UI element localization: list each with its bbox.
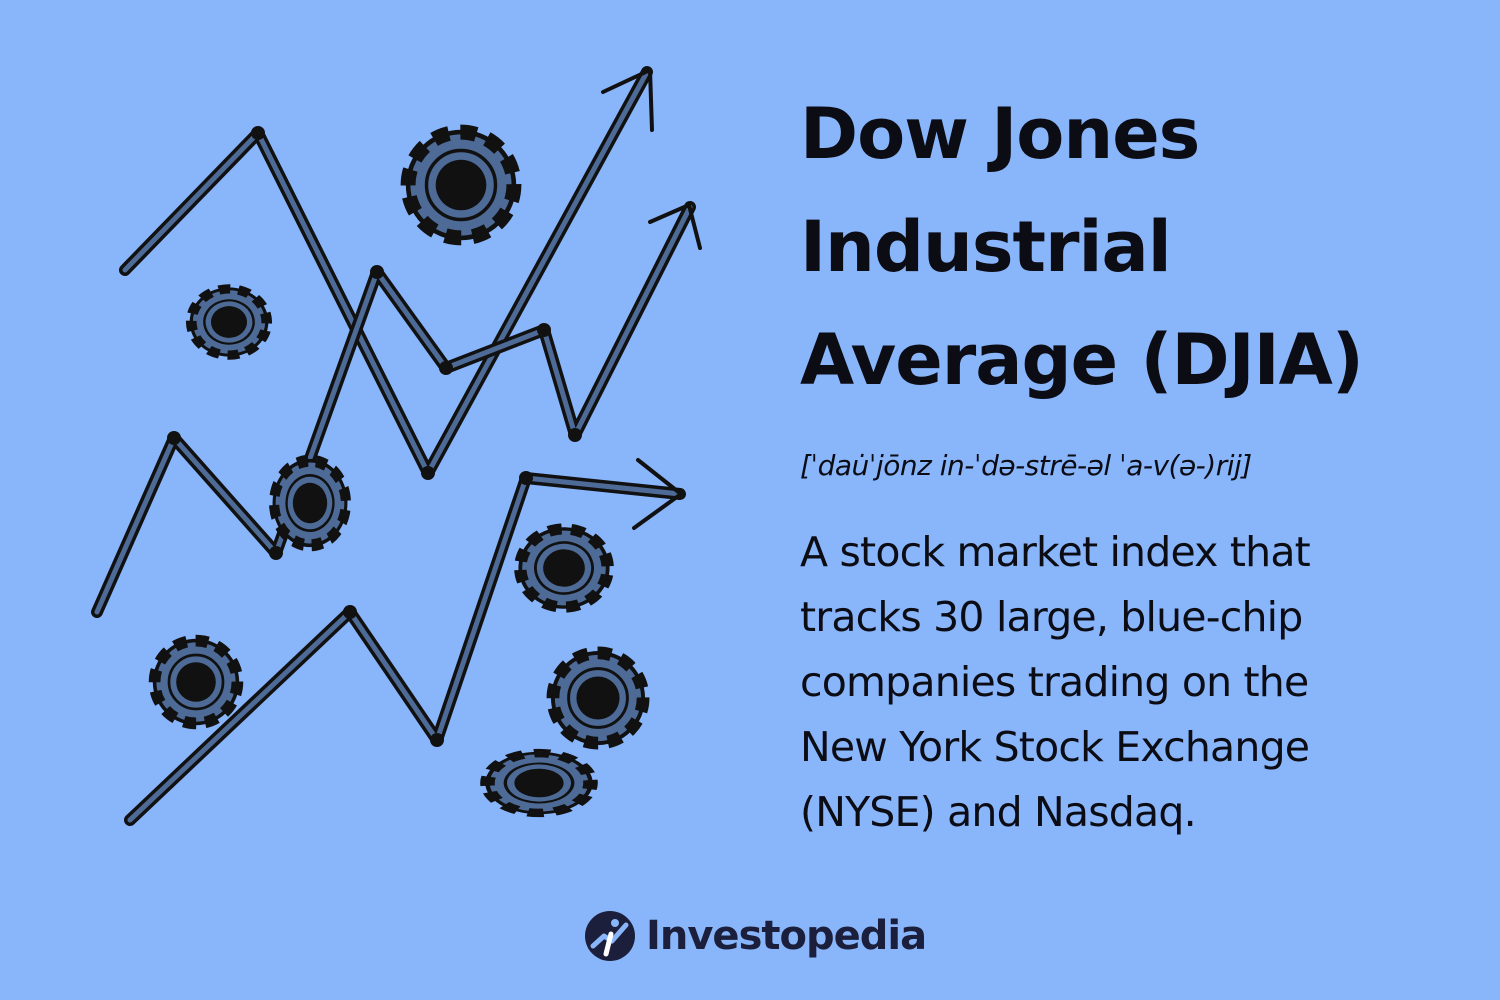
arrowhead-bottom-icon [632, 458, 683, 530]
brand-logo: Investopedia [584, 910, 927, 962]
arrowhead-middle-icon [648, 203, 702, 250]
trend-line-top [119, 66, 654, 479]
arrowhead-top-icon [601, 68, 654, 132]
page-title: Dow Jones Industrial Average (DJIA) [800, 78, 1460, 417]
definition-line: New York Stock Exchange [800, 723, 1310, 771]
poker-chip-icon [408, 132, 514, 238]
vertex-dots [167, 126, 582, 747]
title-line: Dow Jones [800, 93, 1200, 175]
poker-chip-icon [553, 653, 643, 743]
definition-line: companies trading on the [800, 658, 1309, 706]
definition-line: A stock market index that [800, 528, 1311, 576]
poker-chip-icon [155, 641, 238, 724]
definition-line: tracks 30 large, blue-chip [800, 593, 1303, 641]
trend-line-middle [91, 201, 702, 618]
stock-chart-illustration [91, 66, 702, 860]
text-panel: Dow Jones Industrial Average (DJIA) [ˈda… [800, 78, 1460, 845]
brand-name: Investopedia [646, 913, 927, 959]
poker-chip-icon [471, 743, 608, 822]
title-line: Industrial [800, 206, 1172, 288]
poker-chip-icon [508, 518, 620, 618]
title-line: Average (DJIA) [800, 319, 1364, 401]
definition-line: (NYSE) and Nasdaq. [800, 788, 1197, 836]
investopedia-logo-icon [585, 911, 635, 961]
definition: A stock market index that tracks 30 larg… [800, 520, 1460, 845]
pronunciation: [ˈdau̇ˈjōnz in-ˈdə-strē-əl ˈa-v(ə-)rij] [800, 449, 1252, 482]
poker-chip-icon [183, 281, 275, 362]
trend-line-bottom [124, 458, 686, 826]
